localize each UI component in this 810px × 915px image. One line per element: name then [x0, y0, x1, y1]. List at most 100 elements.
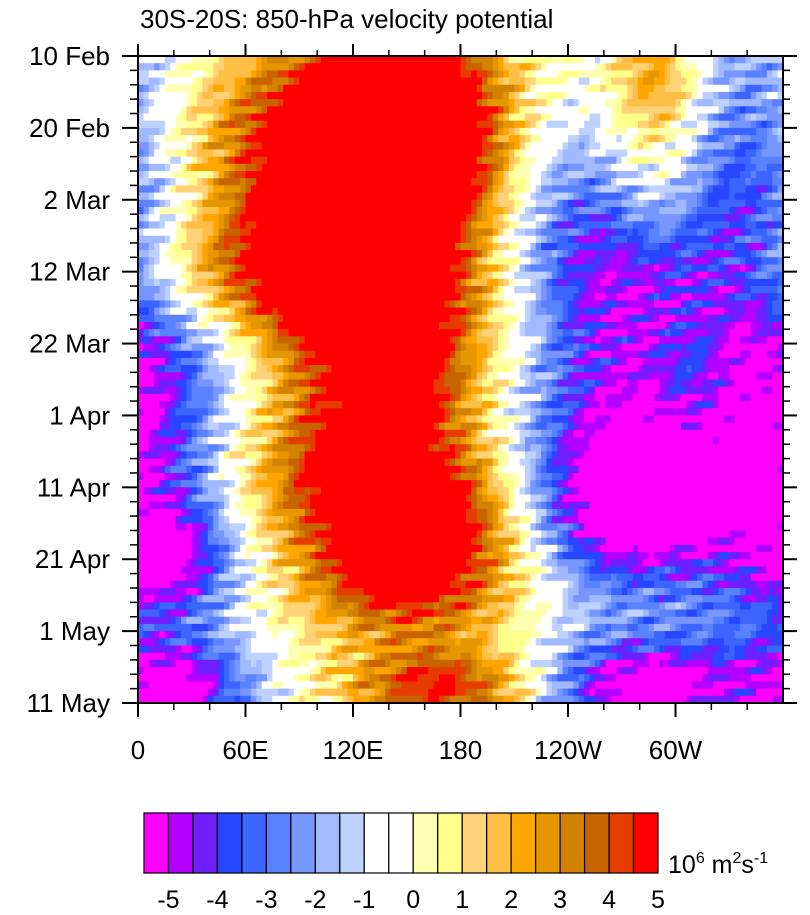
heatmap-cell [154, 336, 161, 345]
heatmap-cell [654, 63, 660, 71]
heatmap-cell [492, 91, 499, 100]
heatmap-cell [336, 257, 343, 266]
heatmap-cell [326, 271, 333, 280]
heatmap-cell [396, 77, 402, 86]
heatmap-cell [551, 321, 558, 330]
heatmap-cell [476, 106, 483, 115]
heatmap-cell [648, 99, 655, 107]
heatmap-cell [288, 63, 295, 71]
heatmap-cell [723, 106, 730, 115]
heatmap-cell [680, 156, 687, 165]
heatmap-cell [750, 70, 757, 79]
heatmap-cell [224, 142, 230, 151]
heatmap-cell [482, 135, 488, 143]
heatmap-cell [320, 171, 327, 179]
heatmap-cell [594, 91, 601, 100]
heatmap-cell [342, 250, 349, 258]
heatmap-cell [702, 257, 709, 266]
heatmap-cell [207, 242, 214, 251]
heatmap-cell [605, 91, 612, 100]
heatmap-cell [465, 336, 472, 345]
heatmap-cell [707, 242, 714, 251]
heatmap-cell [272, 206, 279, 215]
heatmap-cell [181, 171, 187, 179]
heatmap-cell [154, 286, 161, 294]
heatmap-cell [326, 127, 333, 136]
heatmap-cell [202, 185, 209, 194]
heatmap-cell [568, 127, 574, 136]
heatmap-cell [487, 264, 494, 273]
heatmap-cell [218, 163, 225, 172]
heatmap-cell [600, 91, 607, 100]
heatmap-cell [143, 113, 150, 122]
heatmap-cell [374, 185, 381, 194]
heatmap-cell [347, 171, 354, 179]
heatmap-cell [272, 178, 279, 186]
heatmap-cell [428, 286, 435, 294]
heatmap-cell [267, 135, 273, 143]
heatmap-cell [449, 271, 456, 280]
heatmap-cell [562, 91, 569, 100]
heatmap-cell [772, 278, 779, 287]
heatmap-cell [637, 271, 644, 280]
heatmap-cell [455, 321, 462, 330]
heatmap-cell [358, 185, 365, 194]
heatmap-cell [740, 286, 746, 294]
heatmap-cell [680, 91, 687, 100]
heatmap-cell [299, 192, 306, 201]
heatmap-cell [245, 56, 252, 64]
heatmap-cell [648, 135, 655, 143]
heatmap-cell [465, 77, 472, 86]
heatmap-cell [740, 149, 746, 158]
heatmap-cell [331, 91, 338, 100]
heatmap-cell [740, 106, 746, 115]
heatmap-cell [460, 163, 467, 172]
heatmap-cell [229, 120, 236, 129]
heatmap-cell [643, 113, 650, 122]
heatmap-cell [482, 293, 488, 302]
heatmap-cell [471, 343, 478, 352]
heatmap-cell [245, 321, 252, 330]
heatmap-cell [433, 113, 440, 122]
heatmap-cell [422, 343, 429, 352]
heatmap-cell [358, 278, 365, 287]
heatmap-cell [680, 336, 687, 345]
heatmap-cell [600, 77, 607, 86]
heatmap-cell [267, 199, 273, 208]
heatmap-cell [229, 135, 236, 143]
heatmap-cell [578, 257, 585, 266]
heatmap-cell [745, 99, 752, 107]
heatmap-cell [637, 91, 644, 100]
heatmap-cell [691, 264, 698, 273]
heatmap-cell [659, 127, 666, 136]
heatmap-cell [465, 264, 472, 273]
heatmap-cell [293, 350, 300, 359]
heatmap-cell [229, 149, 236, 158]
heatmap-cell [202, 286, 209, 294]
heatmap-cell [444, 257, 451, 266]
heatmap-cell [379, 235, 386, 244]
heatmap-cell [143, 214, 150, 222]
heatmap-cell [691, 84, 698, 93]
heatmap-cell [455, 199, 462, 208]
heatmap-cell [680, 271, 687, 280]
heatmap-cell [643, 185, 650, 194]
heatmap-cell [250, 257, 257, 266]
heatmap-cell [353, 228, 359, 237]
heatmap-cell [573, 206, 580, 215]
heatmap-cell [331, 99, 338, 107]
heatmap-cell [412, 63, 419, 71]
heatmap-cell [315, 242, 322, 251]
heatmap-cell [331, 178, 338, 186]
heatmap-cell [417, 192, 424, 201]
heatmap-cell [369, 135, 376, 143]
heatmap-cell [444, 286, 451, 294]
heatmap-cell [568, 91, 574, 100]
heatmap-cell [191, 314, 198, 323]
heatmap-cell [379, 250, 386, 258]
heatmap-cell [750, 343, 757, 352]
heatmap-cell [315, 84, 322, 93]
heatmap-cell [766, 264, 773, 273]
heatmap-cell [471, 84, 478, 93]
heatmap-cell [455, 286, 462, 294]
